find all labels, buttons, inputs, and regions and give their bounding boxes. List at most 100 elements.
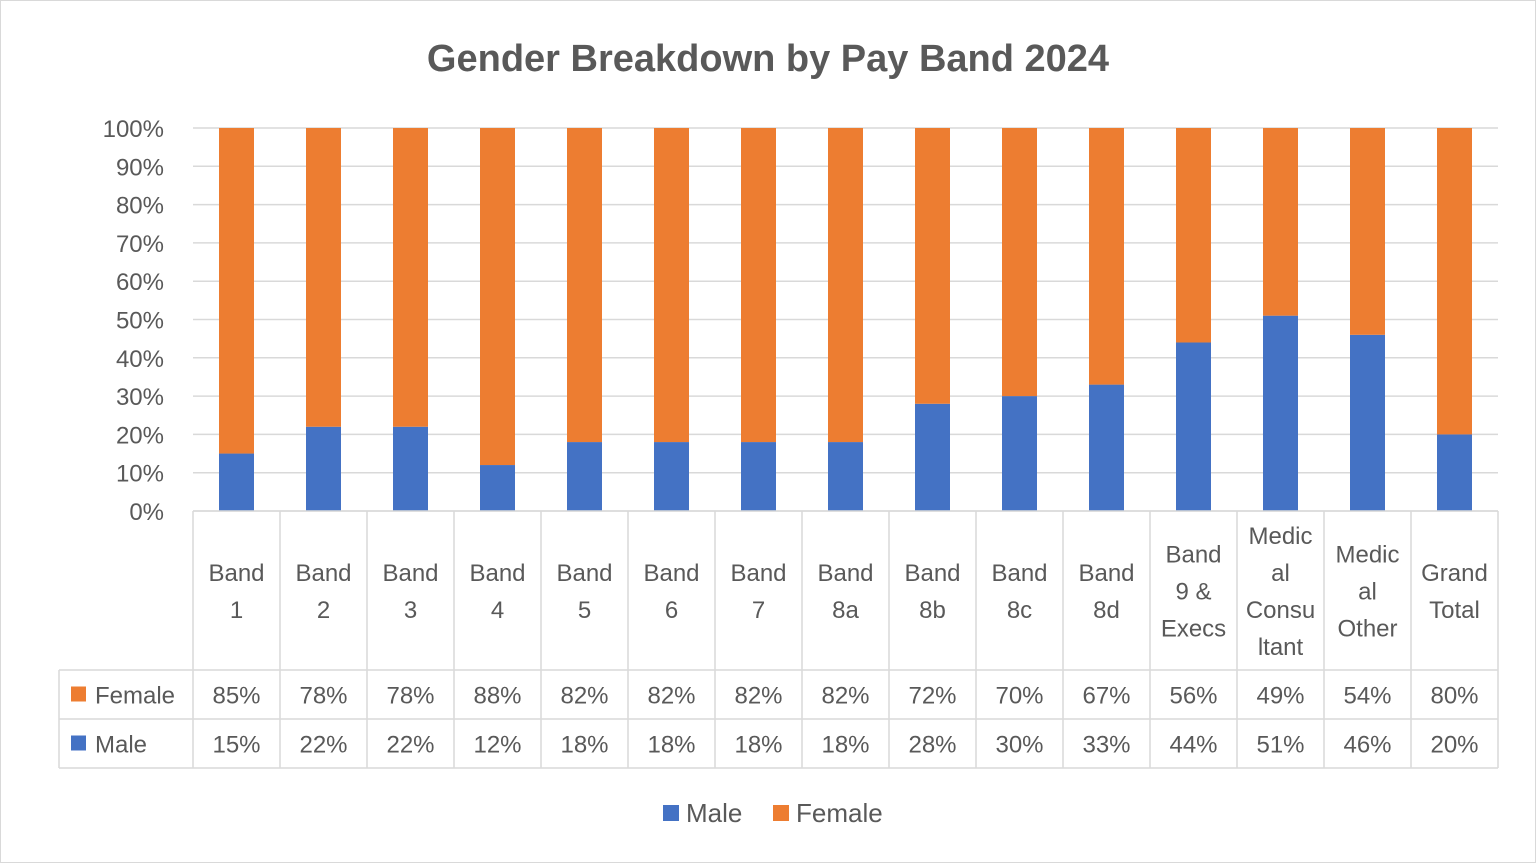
category-label-line: 4 bbox=[491, 597, 504, 624]
bar-male bbox=[219, 453, 254, 511]
data-label: 44% bbox=[1169, 732, 1217, 759]
category-label-line: Band bbox=[991, 560, 1047, 587]
bar-male bbox=[1002, 396, 1037, 511]
bar-male bbox=[1263, 315, 1298, 511]
table-legend-key bbox=[71, 735, 86, 751]
category-label-line: 8d bbox=[1093, 597, 1120, 624]
category-label-line: Medic bbox=[1335, 542, 1399, 569]
category-label: Band 8c bbox=[991, 560, 1047, 624]
category-label-line: 8b bbox=[919, 597, 946, 624]
category-label-line: 8a bbox=[832, 597, 859, 624]
legend-swatch bbox=[663, 805, 679, 821]
category-label-line: Band bbox=[556, 560, 612, 587]
category-label: Band 7 bbox=[730, 560, 786, 624]
category-label: Band 3 bbox=[382, 560, 438, 624]
y-tick-label: 10% bbox=[116, 461, 164, 488]
category-label-line: Execs bbox=[1161, 616, 1226, 643]
category-label-line: 6 bbox=[665, 597, 678, 624]
category-label: Band 8b bbox=[904, 560, 960, 624]
category-label-line: Band bbox=[643, 560, 699, 587]
data-label: 82% bbox=[647, 683, 695, 710]
bar-female bbox=[654, 128, 689, 443]
data-label: 20% bbox=[1430, 732, 1478, 759]
data-label: 67% bbox=[1082, 683, 1130, 710]
bar-male bbox=[1350, 334, 1385, 511]
bar-female bbox=[393, 128, 428, 427]
y-tick-label: 0% bbox=[129, 499, 164, 526]
category-label-line: Band bbox=[1078, 560, 1134, 587]
bar-female bbox=[1350, 128, 1385, 335]
y-tick-label: 100% bbox=[103, 116, 164, 143]
category-label-line: Other bbox=[1337, 616, 1397, 643]
data-label: 70% bbox=[995, 683, 1043, 710]
category-label: Band 4 bbox=[469, 560, 525, 624]
category-label-line: Grand bbox=[1421, 560, 1488, 587]
y-tick-label: 60% bbox=[116, 269, 164, 296]
data-table: Band 1 Band 2 Band 3 Band 4 Band 5 Band 6 Band 7 Band 8… bbox=[58, 510, 1499, 769]
category-label: Medic al Consu ltant bbox=[1246, 523, 1315, 661]
category-label-line: Band bbox=[469, 560, 525, 587]
y-tick-label: 80% bbox=[116, 193, 164, 220]
category-label-line: 2 bbox=[317, 597, 330, 624]
bar-female bbox=[1089, 128, 1124, 385]
bars bbox=[219, 128, 1472, 511]
bar-male bbox=[741, 442, 776, 511]
bar-female bbox=[828, 128, 863, 443]
data-label: 22% bbox=[386, 732, 434, 759]
table-legend-key bbox=[71, 686, 86, 702]
category-label-line: Band bbox=[295, 560, 351, 587]
category-label-line: Total bbox=[1429, 597, 1480, 624]
bar-male bbox=[1176, 342, 1211, 511]
data-label: 18% bbox=[560, 732, 608, 759]
data-label: 88% bbox=[473, 683, 521, 710]
category-label: Band 2 bbox=[295, 560, 351, 624]
data-label: 82% bbox=[734, 683, 782, 710]
category-label-line: Band bbox=[1165, 542, 1221, 569]
y-tick-label: 40% bbox=[116, 346, 164, 373]
bar-female bbox=[1437, 128, 1472, 435]
data-label: 18% bbox=[647, 732, 695, 759]
data-label: 51% bbox=[1256, 732, 1304, 759]
category-label: Band 8d bbox=[1078, 560, 1134, 624]
y-tick-label: 30% bbox=[116, 384, 164, 411]
bar-male bbox=[393, 426, 428, 511]
category-label-line: al bbox=[1271, 560, 1290, 587]
legend-label: Male bbox=[686, 798, 742, 828]
bar-female bbox=[306, 128, 341, 427]
data-label: 78% bbox=[386, 683, 434, 710]
legend-label: Female bbox=[796, 798, 883, 828]
data-label: 33% bbox=[1082, 732, 1130, 759]
bar-female bbox=[219, 128, 254, 454]
bar-female bbox=[1002, 128, 1037, 397]
category-label-line: ltant bbox=[1258, 634, 1304, 661]
y-axis-ticks: 0% 10% 20% 30% 40% 50% 60% 70% 80% 90% 100% bbox=[103, 116, 164, 526]
bar-male bbox=[1089, 384, 1124, 511]
table-row-label: Female bbox=[95, 683, 175, 710]
data-label: 54% bbox=[1343, 683, 1391, 710]
bar-female bbox=[1176, 128, 1211, 343]
bar-female bbox=[741, 128, 776, 443]
bar-female bbox=[1263, 128, 1298, 316]
data-label: 46% bbox=[1343, 732, 1391, 759]
category-label-line: 1 bbox=[230, 597, 243, 624]
bar-female bbox=[567, 128, 602, 443]
table-row-label: Male bbox=[95, 732, 147, 759]
data-label: 12% bbox=[473, 732, 521, 759]
y-tick-label: 50% bbox=[116, 308, 164, 335]
data-label: 22% bbox=[299, 732, 347, 759]
data-label: 82% bbox=[560, 683, 608, 710]
category-label: Band 9 & Execs bbox=[1161, 542, 1226, 643]
category-label-line: Medic bbox=[1248, 523, 1312, 550]
category-label: Medic al Other bbox=[1335, 542, 1399, 643]
data-label: 15% bbox=[212, 732, 260, 759]
category-label: Band 5 bbox=[556, 560, 612, 624]
bar-male bbox=[306, 426, 341, 511]
data-label: 18% bbox=[734, 732, 782, 759]
category-label-line: 8c bbox=[1007, 597, 1032, 624]
category-label-line: Consu bbox=[1246, 597, 1315, 624]
data-label: 56% bbox=[1169, 683, 1217, 710]
data-label: 18% bbox=[821, 732, 869, 759]
bar-male bbox=[567, 442, 602, 511]
